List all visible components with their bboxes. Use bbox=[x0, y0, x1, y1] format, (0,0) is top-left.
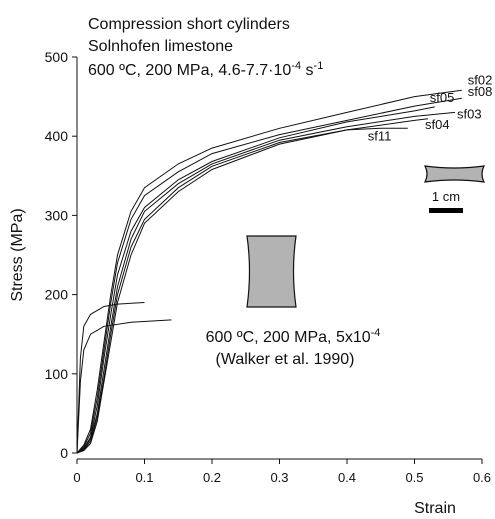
y-tick-label: 300 bbox=[45, 207, 69, 223]
series-label: sf02 bbox=[468, 72, 493, 87]
x-axis-label: Strain bbox=[414, 500, 456, 517]
curve bbox=[76, 97, 462, 454]
series-label: sf11 bbox=[368, 128, 392, 143]
title-line: 600 ºC, 200 MPa, 4.6-7.7·10-4 s-1 bbox=[88, 60, 323, 79]
curve bbox=[76, 106, 435, 454]
y-tick-label: 400 bbox=[45, 128, 69, 144]
text-run: 600 ºC, 200 MPa, 5x10 bbox=[206, 329, 371, 346]
x-tick-label: 0.2 bbox=[203, 470, 221, 485]
x-tick-label: 0.4 bbox=[338, 470, 356, 485]
series-label: sf05 bbox=[430, 90, 455, 105]
specimen-icon bbox=[246, 235, 297, 308]
series-label: sf08 bbox=[468, 84, 493, 99]
curve bbox=[76, 302, 145, 454]
title-line: Compression short cylinders bbox=[88, 16, 290, 33]
curve bbox=[76, 118, 429, 454]
curve bbox=[76, 319, 172, 454]
curve bbox=[76, 111, 456, 454]
superscript: -4 bbox=[371, 327, 381, 339]
curve bbox=[76, 127, 408, 454]
x-tick-label: 0.3 bbox=[270, 470, 288, 485]
text-run: s bbox=[301, 62, 313, 79]
specimen-icon bbox=[423, 165, 486, 183]
x-tick-label: 0.5 bbox=[405, 470, 423, 485]
text-run: 600 ºC, 200 MPa, 4.6-7.7·10 bbox=[88, 62, 291, 79]
scale-bar-label: 1 cm bbox=[432, 189, 460, 204]
y-axis-label: Stress (MPa) bbox=[9, 208, 26, 301]
curve bbox=[76, 89, 462, 454]
y-tick-label: 100 bbox=[45, 366, 69, 382]
y-tick-label: 200 bbox=[45, 287, 69, 303]
x-tick-label: 0.6 bbox=[473, 470, 491, 485]
series-label: sf03 bbox=[457, 106, 482, 121]
x-tick-label: 0.1 bbox=[135, 470, 153, 485]
scale-bar bbox=[429, 208, 463, 213]
title-line: Solnhofen limestone bbox=[88, 38, 233, 55]
superscript: -1 bbox=[314, 60, 324, 72]
annotation: (Walker et al. 1990) bbox=[215, 351, 354, 368]
x-tick-label: 0 bbox=[73, 470, 80, 485]
y-tick-label: 500 bbox=[45, 49, 69, 65]
superscript: -4 bbox=[291, 60, 301, 72]
annotation: 600 ºC, 200 MPa, 5x10-4 bbox=[206, 327, 381, 346]
y-tick-label: 0 bbox=[60, 445, 68, 461]
series-label: sf04 bbox=[425, 117, 450, 132]
